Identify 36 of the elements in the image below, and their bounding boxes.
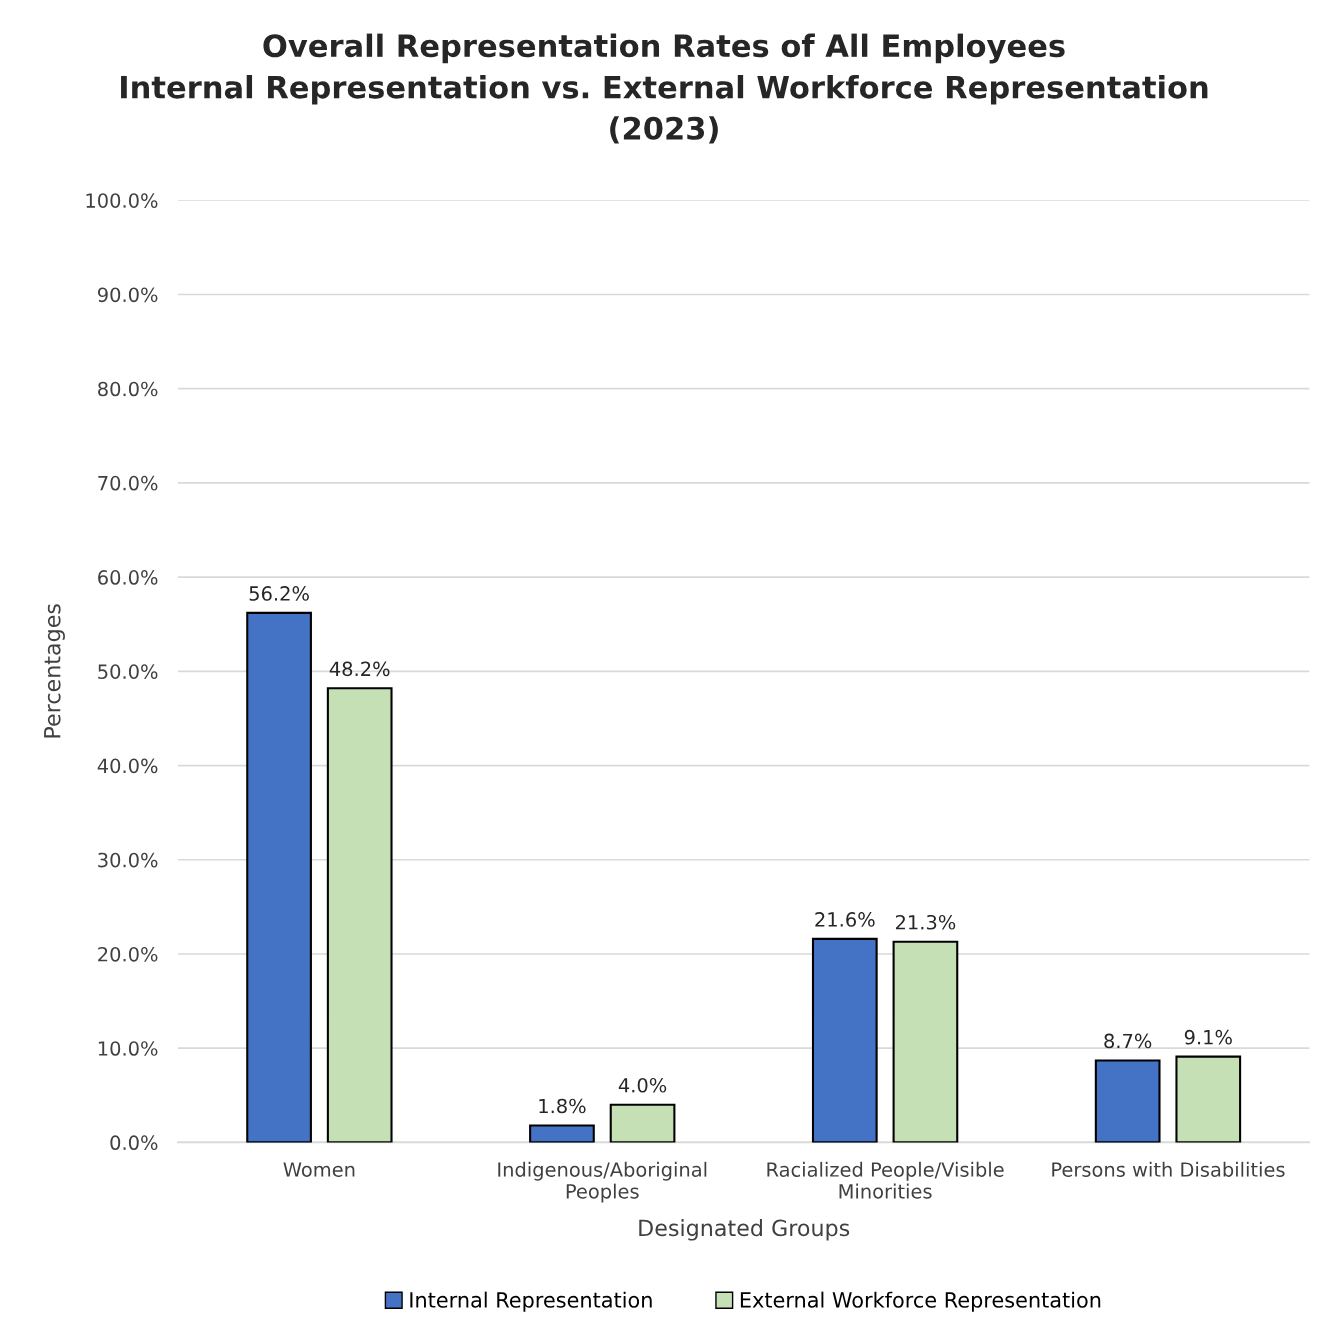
bar xyxy=(609,1103,676,1143)
bar xyxy=(892,940,959,1143)
data-label: 8.7% xyxy=(1104,1033,1152,1049)
y-tick-label: 80.0% xyxy=(98,381,158,397)
y-tick-label: 50.0% xyxy=(98,664,158,679)
legend-label: Internal Representation xyxy=(410,1291,652,1312)
y-tick-label: 20.0% xyxy=(98,946,158,962)
data-label: 1.8% xyxy=(539,1098,586,1114)
data-label: 48.2% xyxy=(329,661,390,677)
bar xyxy=(529,1124,595,1143)
x-tick-label: Racialized People/Visible Minorities xyxy=(767,1161,1004,1199)
data-label: 21.3% xyxy=(895,914,956,930)
y-tick-label: 0.0% xyxy=(110,1135,158,1151)
x-axis-title: Designated Groups xyxy=(639,1219,850,1241)
y-tick-label: 30.0% xyxy=(98,852,158,868)
bar xyxy=(811,937,878,1143)
chart-title: Overall Representation Rates of All Employees Internal Representation vs. External Workforce Representation (2023) xyxy=(121,33,1208,144)
data-label: 21.6% xyxy=(815,912,875,927)
data-label: 9.1% xyxy=(1184,1029,1232,1045)
bar xyxy=(1175,1055,1242,1143)
legend-label: External Workforce Representation xyxy=(740,1291,1101,1312)
bar xyxy=(246,611,312,1143)
y-tick-label: 70.0% xyxy=(98,475,158,491)
data-label: 56.2% xyxy=(249,586,309,601)
y-axis-title: Percentages xyxy=(44,604,65,738)
y-tick-label: 90.0% xyxy=(97,287,158,303)
x-tick-label: Women xyxy=(283,1162,355,1177)
bar xyxy=(1094,1059,1161,1143)
y-tick-label: 40.0% xyxy=(97,758,158,774)
data-label: 4.0% xyxy=(618,1077,667,1093)
x-tick-label: Persons with Disabilities xyxy=(1052,1161,1285,1177)
bar xyxy=(326,687,393,1143)
x-tick-label: Indigenous/Aboriginal Peoples xyxy=(498,1161,707,1203)
y-tick-label: 60.0% xyxy=(98,570,158,585)
y-tick-label: 10.0% xyxy=(98,1041,158,1056)
y-tick-label: 100.0% xyxy=(86,193,158,208)
